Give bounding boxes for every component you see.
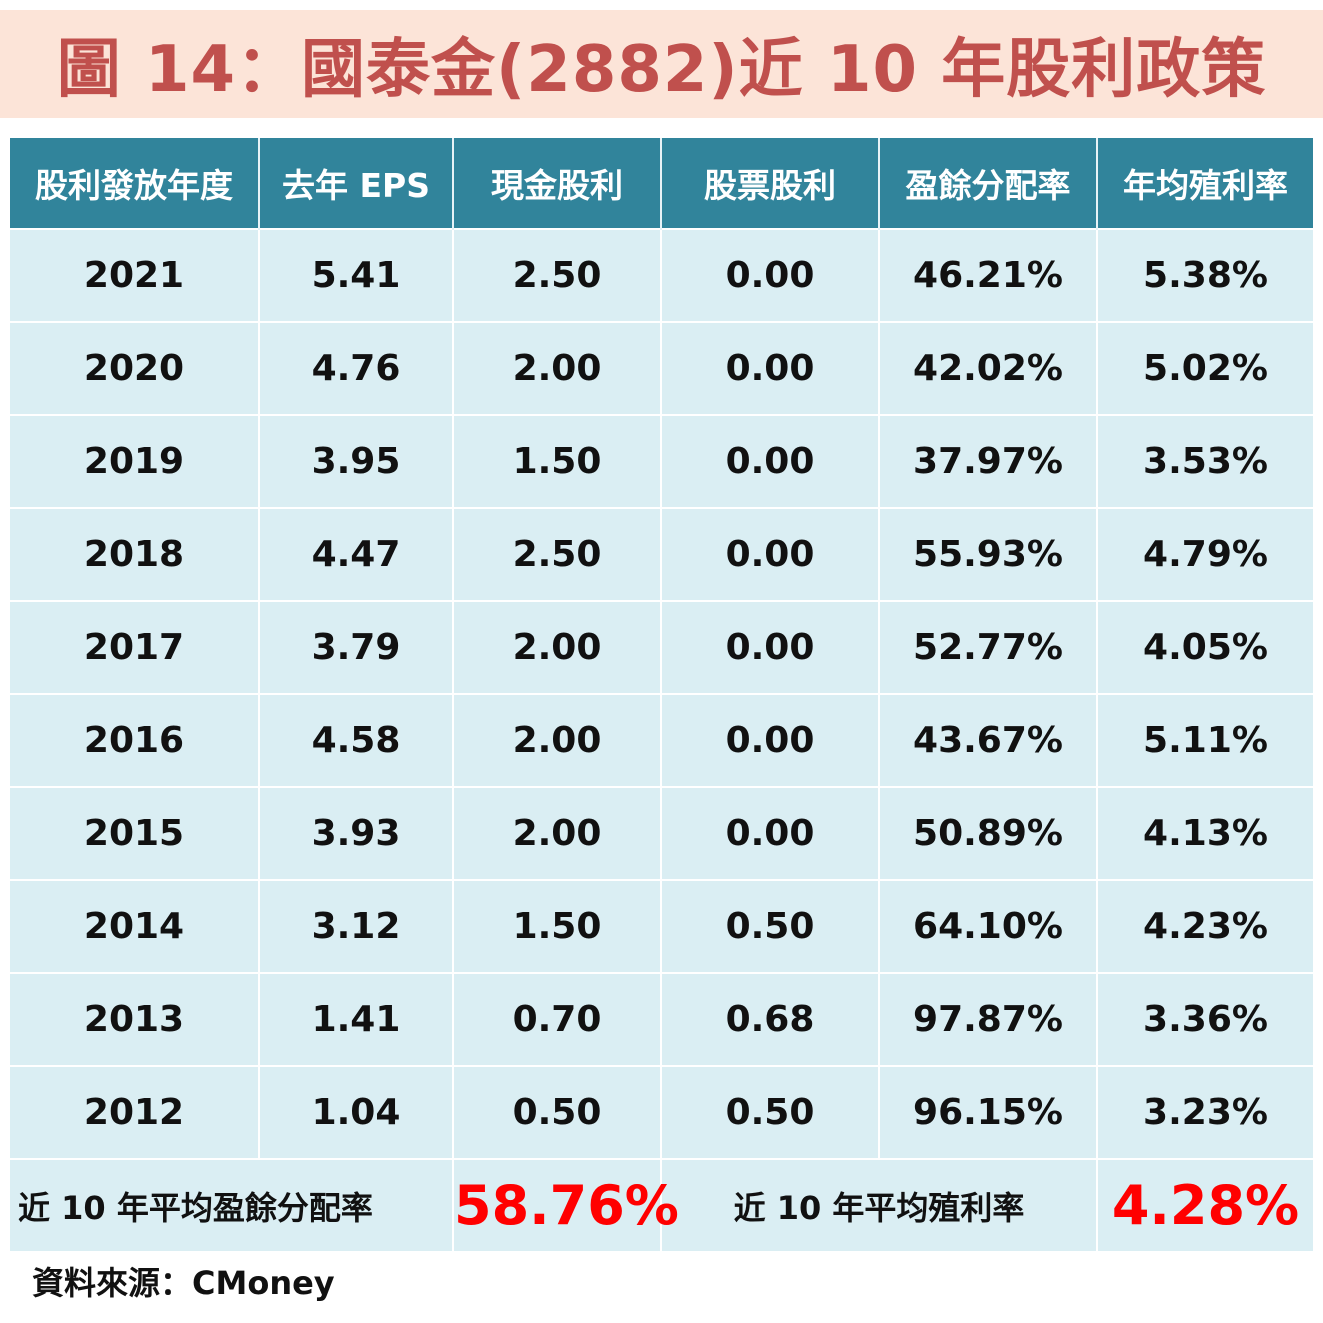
column-header-yield: 年均殖利率 <box>1097 138 1313 229</box>
eps-cell: 1.41 <box>259 972 454 1066</box>
payout-ratio-cell: 55.93% <box>879 507 1098 601</box>
yield-cell: 4.23% <box>1097 879 1313 973</box>
table-row: 2012 1.04 0.50 0.50 96.15% 3.23% <box>10 1065 1313 1159</box>
avg-yield-value: 4.28% <box>1097 1158 1313 1251</box>
stock-dividend-cell: 0.50 <box>661 1065 880 1159</box>
payout-ratio-cell: 50.89% <box>879 786 1098 880</box>
yield-cell: 3.36% <box>1097 972 1313 1066</box>
payout-ratio-cell: 43.67% <box>879 693 1098 787</box>
dividend-table-container: 股利發放年度 去年 EPS 現金股利 股票股利 盈餘分配率 年均殖利率 2021… <box>10 138 1313 1251</box>
cash-dividend-cell: 2.00 <box>453 600 662 694</box>
table-row: 2013 1.41 0.70 0.68 97.87% 3.36% <box>10 972 1313 1066</box>
eps-cell: 4.76 <box>259 321 454 415</box>
stock-dividend-cell: 0.00 <box>661 693 880 787</box>
column-header-year: 股利發放年度 <box>10 138 260 229</box>
source-note: 資料來源：CMoney <box>32 1264 335 1302</box>
table-row: 2018 4.47 2.50 0.00 55.93% 4.79% <box>10 507 1313 601</box>
eps-cell: 5.41 <box>259 228 454 322</box>
table-body: 2021 5.41 2.50 0.00 46.21% 5.38% 2020 4.76 2.00 0… <box>10 228 1313 1251</box>
year-cell: 2014 <box>10 879 260 973</box>
yield-cell: 5.38% <box>1097 228 1313 322</box>
payout-ratio-cell: 52.77% <box>879 600 1098 694</box>
cash-dividend-cell: 1.50 <box>453 879 662 973</box>
year-cell: 2019 <box>10 414 260 508</box>
stock-dividend-cell: 0.00 <box>661 507 880 601</box>
avg-payout-label: 近 10 年平均盈餘分配率 <box>10 1158 454 1251</box>
summary-row: 近 10 年平均盈餘分配率 58.76% 近 10 年平均殖利率 4.28% <box>10 1158 1313 1251</box>
column-header-payout-ratio: 盈餘分配率 <box>879 138 1098 229</box>
stock-dividend-cell: 0.00 <box>661 321 880 415</box>
title-bar: 圖 14：國泰金(2882)近 10 年股利政策 <box>0 10 1323 118</box>
dividend-table: 股利發放年度 去年 EPS 現金股利 股票股利 盈餘分配率 年均殖利率 2021… <box>10 138 1313 1251</box>
cash-dividend-cell: 0.70 <box>453 972 662 1066</box>
yield-cell: 4.05% <box>1097 600 1313 694</box>
stock-dividend-cell: 0.00 <box>661 228 880 322</box>
eps-cell: 1.04 <box>259 1065 454 1159</box>
year-cell: 2013 <box>10 972 260 1066</box>
eps-cell: 4.47 <box>259 507 454 601</box>
avg-payout-value: 58.76% <box>453 1158 679 1251</box>
table-row: 2021 5.41 2.50 0.00 46.21% 5.38% <box>10 228 1313 322</box>
year-cell: 2020 <box>10 321 260 415</box>
page-title: 圖 14：國泰金(2882)近 10 年股利政策 <box>56 33 1267 107</box>
yield-cell: 4.79% <box>1097 507 1313 601</box>
eps-cell: 3.95 <box>259 414 454 508</box>
payout-ratio-cell: 96.15% <box>879 1065 1098 1159</box>
payout-ratio-cell: 37.97% <box>879 414 1098 508</box>
cash-dividend-cell: 1.50 <box>453 414 662 508</box>
table-row: 2016 4.58 2.00 0.00 43.67% 5.11% <box>10 693 1313 787</box>
cash-dividend-cell: 2.00 <box>453 321 662 415</box>
column-header-cash-dividend: 現金股利 <box>453 138 662 229</box>
year-cell: 2017 <box>10 600 260 694</box>
yield-cell: 4.13% <box>1097 786 1313 880</box>
payout-ratio-cell: 64.10% <box>879 879 1098 973</box>
cash-dividend-cell: 0.50 <box>453 1065 662 1159</box>
table-row: 2017 3.79 2.00 0.00 52.77% 4.05% <box>10 600 1313 694</box>
eps-cell: 3.79 <box>259 600 454 694</box>
cash-dividend-cell: 2.50 <box>453 507 662 601</box>
header-row: 股利發放年度 去年 EPS 現金股利 股票股利 盈餘分配率 年均殖利率 <box>10 138 1313 229</box>
cash-dividend-cell: 2.00 <box>453 693 662 787</box>
cash-dividend-cell: 2.00 <box>453 786 662 880</box>
year-cell: 2021 <box>10 228 260 322</box>
avg-yield-label: 近 10 年平均殖利率 <box>661 1158 1098 1251</box>
cash-dividend-cell: 2.50 <box>453 228 662 322</box>
table-row: 2015 3.93 2.00 0.00 50.89% 4.13% <box>10 786 1313 880</box>
yield-cell: 5.11% <box>1097 693 1313 787</box>
stock-dividend-cell: 0.00 <box>661 414 880 508</box>
payout-ratio-cell: 42.02% <box>879 321 1098 415</box>
table-row: 2014 3.12 1.50 0.50 64.10% 4.23% <box>10 879 1313 973</box>
stock-dividend-cell: 0.68 <box>661 972 880 1066</box>
table-row: 2020 4.76 2.00 0.00 42.02% 5.02% <box>10 321 1313 415</box>
stock-dividend-cell: 0.50 <box>661 879 880 973</box>
year-cell: 2015 <box>10 786 260 880</box>
stock-dividend-cell: 0.00 <box>661 786 880 880</box>
eps-cell: 3.93 <box>259 786 454 880</box>
yield-cell: 5.02% <box>1097 321 1313 415</box>
year-cell: 2016 <box>10 693 260 787</box>
year-cell: 2012 <box>10 1065 260 1159</box>
eps-cell: 4.58 <box>259 693 454 787</box>
yield-cell: 3.53% <box>1097 414 1313 508</box>
eps-cell: 3.12 <box>259 879 454 973</box>
payout-ratio-cell: 46.21% <box>879 228 1098 322</box>
stock-dividend-cell: 0.00 <box>661 600 880 694</box>
year-cell: 2018 <box>10 507 260 601</box>
yield-cell: 3.23% <box>1097 1065 1313 1159</box>
table-row: 2019 3.95 1.50 0.00 37.97% 3.53% <box>10 414 1313 508</box>
column-header-eps: 去年 EPS <box>259 138 454 229</box>
column-header-stock-dividend: 股票股利 <box>661 138 880 229</box>
payout-ratio-cell: 97.87% <box>879 972 1098 1066</box>
